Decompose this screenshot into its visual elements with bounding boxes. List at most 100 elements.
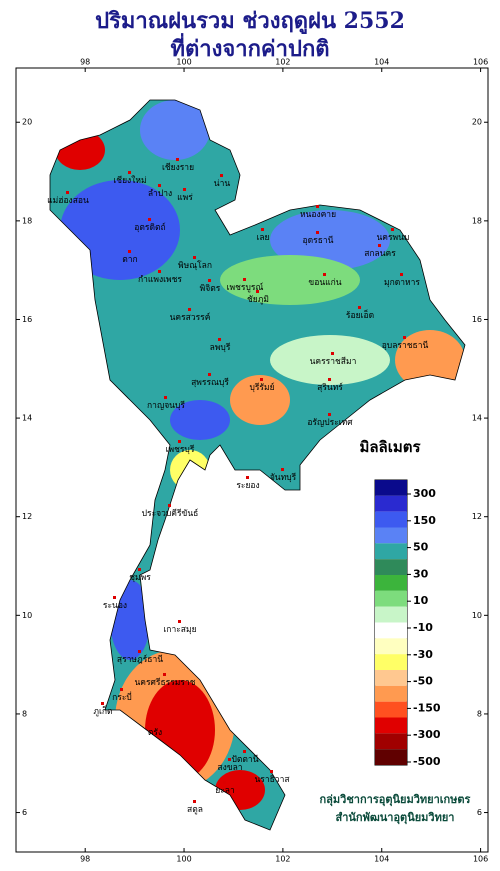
station	[246, 476, 249, 479]
place-label: เชียงราย	[162, 162, 194, 173]
station	[208, 373, 211, 376]
lat-label: 16	[472, 315, 482, 324]
place-label: อรัญประเทศ	[307, 418, 353, 428]
place-label: จันทบุรี	[270, 472, 297, 483]
legend-swatch	[375, 749, 407, 765]
lat-label: 10	[472, 611, 482, 620]
legend-swatch	[375, 511, 407, 528]
place-label: ตาก	[122, 255, 137, 265]
station	[281, 468, 284, 471]
station	[243, 750, 246, 753]
place-label: สุรินทร์	[317, 382, 343, 393]
place-label: ขอนแก่น	[308, 278, 341, 288]
place-label: แพร่	[177, 193, 193, 203]
legend-swatch	[375, 638, 407, 655]
station	[128, 250, 131, 253]
place-label: นราธิวาส	[254, 775, 290, 785]
place-label: ปัตตานี	[231, 754, 258, 765]
place-label: สุพรรณบุรี	[191, 377, 229, 388]
station	[164, 396, 167, 399]
legend-swatch	[375, 701, 407, 718]
place-label: นครสวรรค์	[170, 312, 211, 323]
place-label: สกลนคร	[364, 249, 396, 259]
subtitle: ที่ต่างจากค่าปกติ	[170, 32, 329, 62]
place-label: เลย	[256, 233, 269, 243]
station	[391, 228, 394, 231]
station	[323, 273, 326, 276]
place-label: หนองคาย	[300, 210, 336, 220]
place-label: กระบี่	[112, 691, 132, 703]
place-label: อุตรดิตถ์	[134, 222, 165, 233]
legend-label: -150	[413, 701, 441, 714]
station	[128, 171, 131, 174]
lon-label: 102	[275, 855, 290, 864]
station	[260, 378, 263, 381]
station	[378, 244, 381, 247]
place-label: กำแพงเพชร	[138, 275, 182, 285]
station	[243, 278, 246, 281]
lat-label: 16	[22, 315, 32, 324]
place-label: อุบลราชธานี	[382, 340, 429, 351]
legend-swatch	[375, 543, 407, 560]
station	[400, 273, 403, 276]
station	[148, 218, 151, 221]
lat-label: 12	[22, 512, 32, 521]
station	[193, 256, 196, 259]
place-label: อุดรธานี	[303, 235, 334, 246]
place-label: ชุมพร	[129, 573, 151, 583]
lat-label: 18	[22, 216, 32, 225]
place-label: เชียงใหม่	[113, 175, 146, 186]
station	[66, 191, 69, 194]
place-label: นครพนม	[376, 233, 409, 243]
station	[261, 228, 264, 231]
place-label: ระนอง	[103, 601, 127, 611]
legend-label: 10	[413, 594, 429, 607]
place-label: ระยอง	[236, 481, 259, 491]
station	[178, 440, 181, 443]
lat-label: 6	[22, 808, 27, 817]
place-label: ร้อยเอ็ด	[346, 309, 374, 321]
lon-label: 104	[374, 855, 389, 864]
lat-label: 6	[477, 808, 482, 817]
title: ปริมาณฝนรวม ช่วงฤดูฝน 2552	[95, 8, 405, 35]
lon-label: 104	[374, 58, 389, 67]
legend-title: มิลลิเมตร	[359, 438, 421, 456]
station	[193, 800, 196, 803]
lon-label: 100	[176, 855, 191, 864]
place-label: นครศรีธรรมราช	[134, 677, 195, 688]
place-label: ยะลา	[215, 786, 235, 796]
place-label: ลำปาง	[148, 189, 172, 199]
place-label: พิจิตร	[200, 284, 221, 294]
station	[138, 650, 141, 653]
station	[220, 174, 223, 177]
legend-swatch	[375, 590, 407, 607]
lat-label: 12	[472, 512, 482, 521]
station	[178, 620, 181, 623]
station	[223, 781, 226, 784]
station	[163, 673, 166, 676]
lat-label: 18	[472, 216, 482, 225]
credit: สำนักพัฒนาอุตุนิยมวิทยา	[336, 811, 455, 825]
station	[403, 336, 406, 339]
place-label: พิษณุโลก	[178, 260, 212, 271]
station	[328, 378, 331, 381]
legend-swatch	[375, 495, 407, 512]
place-label: เพชรบูรณ์	[227, 282, 264, 293]
station	[176, 158, 179, 161]
station	[316, 231, 319, 234]
place-label: ประจวบคีรีขันธ์	[142, 508, 199, 519]
place-label: นครราชสีมา	[310, 356, 357, 367]
station	[331, 352, 334, 355]
legend-swatch	[375, 559, 407, 575]
credit: กลุ่มวิชาการอุตุนิยมวิทยาเกษตร	[320, 793, 471, 807]
legend-label: 300	[413, 487, 436, 500]
place-label: เกาะสมุย	[163, 625, 196, 635]
station	[228, 758, 231, 761]
station	[328, 413, 331, 416]
place-label: ลพบุรี	[210, 342, 231, 353]
legend-swatch	[375, 575, 407, 591]
legend-label: -300	[413, 728, 441, 741]
legend-swatch	[375, 685, 407, 702]
